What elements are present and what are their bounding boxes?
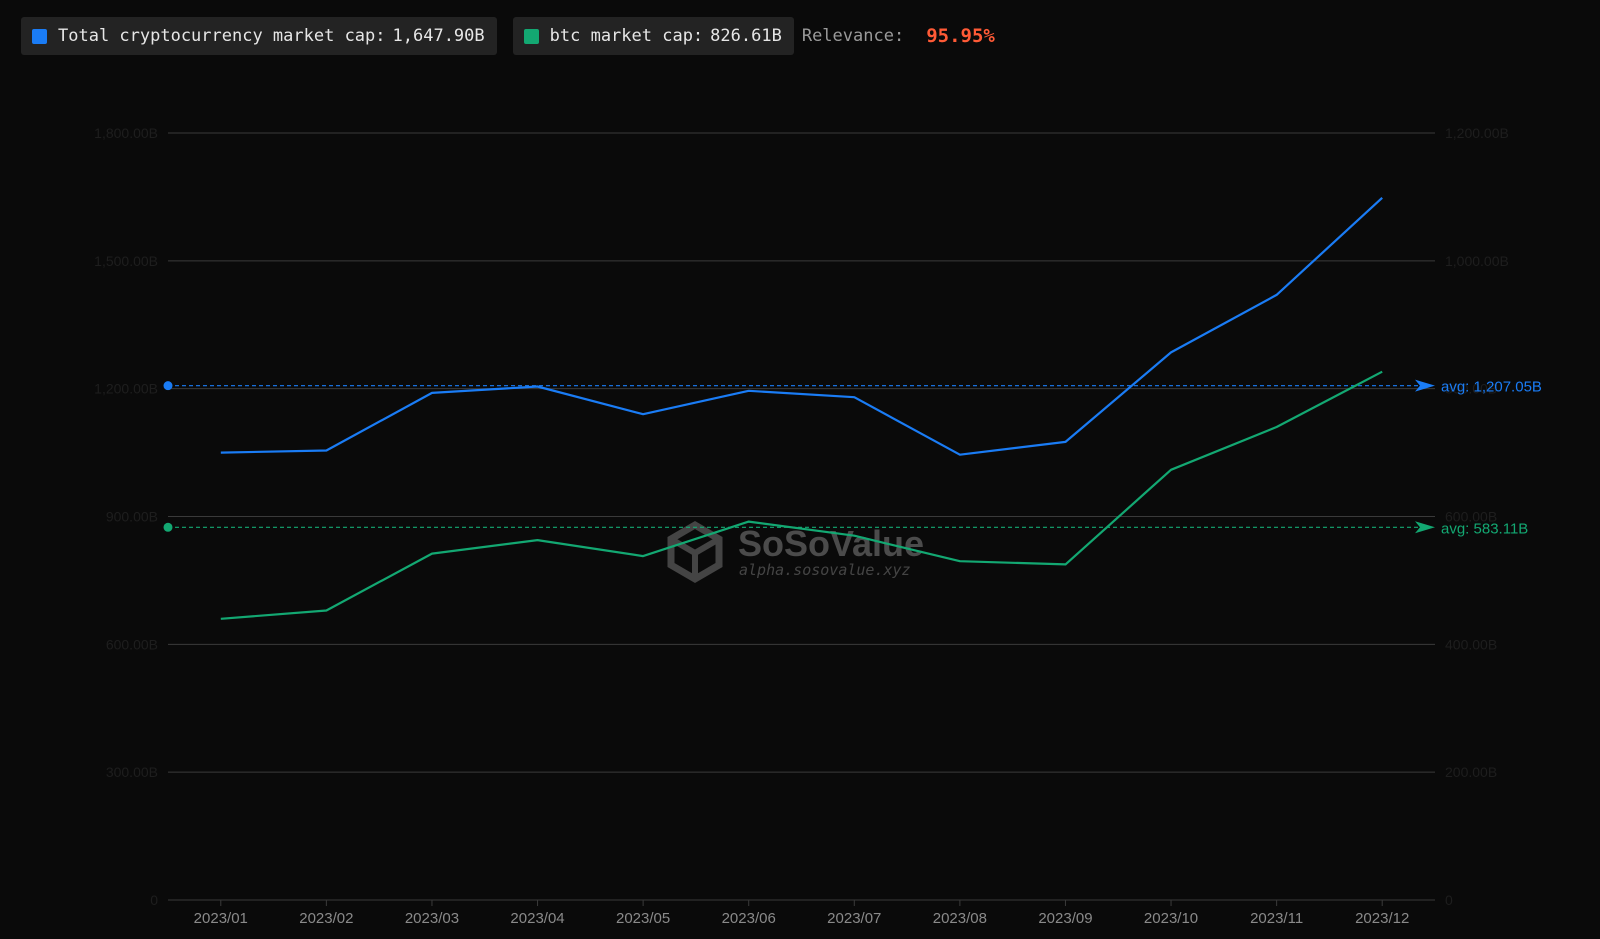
- left-axis-tick-label: 1,200.00B: [94, 381, 158, 397]
- data-point[interactable]: [1059, 436, 1071, 448]
- data-point[interactable]: [1165, 346, 1177, 358]
- series-line-0: [220, 196, 1383, 456]
- data-point[interactable]: [637, 408, 649, 420]
- watermark: SoSoValue alpha.sosovalue.xyz: [667, 520, 924, 584]
- legend-item-total-market-cap[interactable]: Total cryptocurrency market cap: 1,647.9…: [21, 17, 497, 55]
- data-point[interactable]: [215, 447, 227, 459]
- x-axis-tick-label: 2023/11: [1250, 910, 1303, 927]
- right-axis-tick-label: 600.00B: [1445, 509, 1497, 525]
- data-point[interactable]: [743, 516, 755, 528]
- data-point[interactable]: [743, 385, 755, 397]
- legend-item-btc-market-cap[interactable]: btc market cap: 826.61B: [512, 17, 794, 55]
- x-axis-tick-label: 2023/01: [194, 910, 248, 927]
- data-point[interactable]: [1376, 192, 1388, 204]
- legend-value-btc: 826.61B: [710, 26, 782, 46]
- x-axis-tick-label: 2023/02: [299, 910, 353, 927]
- data-point[interactable]: [532, 534, 544, 546]
- x-axis-tick-label: 2023/06: [722, 910, 776, 927]
- legend-label-btc: btc market cap:: [549, 26, 704, 46]
- x-axis-tick-label: 2023/03: [405, 910, 459, 927]
- legend-value-total: 1,647.90B: [392, 26, 485, 46]
- data-point[interactable]: [954, 449, 966, 461]
- right-axis-tick-label: 1,000.00B: [1445, 253, 1509, 269]
- x-axis-tick-label: 2023/07: [827, 910, 881, 927]
- data-point[interactable]: [848, 530, 860, 542]
- data-point[interactable]: [954, 555, 966, 567]
- data-point[interactable]: [637, 550, 649, 562]
- avg-label: avg: 1,207.05B: [1441, 379, 1542, 396]
- average-lines: avg: 1,207.05B avg: 583.11B: [163, 379, 1542, 537]
- data-point[interactable]: [320, 604, 332, 616]
- x-axis-tick-label: 2023/05: [616, 910, 670, 927]
- data-point[interactable]: [426, 548, 438, 560]
- right-axis-tick-label: 0: [1445, 892, 1453, 908]
- x-axis-tick-label: 2023/08: [933, 910, 987, 927]
- right-axis-tick-label: 200.00B: [1445, 764, 1497, 780]
- legend-swatch-btc: [523, 28, 539, 44]
- data-point[interactable]: [1165, 464, 1177, 476]
- x-axis-ticks: 2023/01 2023/02 2023/03 2023/04 2023/05 2023/…: [194, 900, 1409, 927]
- left-axis-tick-label: 300.00B: [106, 764, 158, 780]
- chart-legend: Total cryptocurrency market cap: 1,647.9…: [21, 17, 995, 55]
- series-line-1: [220, 370, 1383, 620]
- right-axis-tick-label: 1,200.00B: [1445, 125, 1509, 141]
- data-point[interactable]: [532, 381, 544, 393]
- watermark-brand: SoSoValue: [738, 523, 924, 564]
- right-axis-ticks: 0 200.00B 400.00B 600.00B 800.00B 1,000.00B 1,…: [1445, 125, 1509, 908]
- data-point[interactable]: [848, 391, 860, 403]
- x-axis-tick-label: 2023/12: [1355, 910, 1409, 927]
- data-point[interactable]: [320, 444, 332, 456]
- watermark-url: alpha.sosovalue.xyz: [739, 561, 911, 579]
- relevance-label: Relevance:: [801, 26, 905, 46]
- data-point[interactable]: [215, 613, 227, 625]
- avg-arrow-icon: [1415, 521, 1435, 534]
- grid-lines: [168, 132, 1435, 901]
- left-axis-tick-label: 0: [150, 892, 158, 908]
- data-point[interactable]: [1271, 421, 1283, 433]
- left-axis-tick-label: 600.00B: [106, 636, 158, 652]
- left-axis-ticks: 0 300.00B 600.00B 900.00B 1,200.00B 1,500.00B…: [94, 125, 158, 908]
- right-axis-tick-label: 400.00B: [1445, 636, 1497, 652]
- avg-label: avg: 583.11B: [1441, 520, 1528, 537]
- x-axis-tick-label: 2023/04: [510, 910, 564, 927]
- left-axis-tick-label: 1,500.00B: [94, 253, 158, 269]
- left-axis-tick-label: 900.00B: [106, 509, 158, 525]
- avg-arrow-icon: [1415, 379, 1435, 392]
- x-axis-tick-label: 2023/10: [1144, 910, 1198, 927]
- legend-swatch-total: [32, 28, 47, 44]
- left-axis-tick-label: 1,800.00B: [94, 125, 158, 141]
- series-lines: [215, 192, 1388, 625]
- relevance-value: 95.95%: [926, 25, 995, 47]
- data-point[interactable]: [1376, 366, 1388, 378]
- data-point[interactable]: [1059, 558, 1071, 570]
- legend-label-total: Total cryptocurrency market cap:: [58, 26, 386, 46]
- x-axis-tick-label: 2023/09: [1038, 910, 1092, 927]
- data-point[interactable]: [1271, 289, 1283, 301]
- data-point[interactable]: [426, 387, 438, 399]
- relevance-indicator: Relevance: 95.95%: [802, 25, 995, 47]
- right-axis-tick-label: 800.00B: [1445, 381, 1497, 397]
